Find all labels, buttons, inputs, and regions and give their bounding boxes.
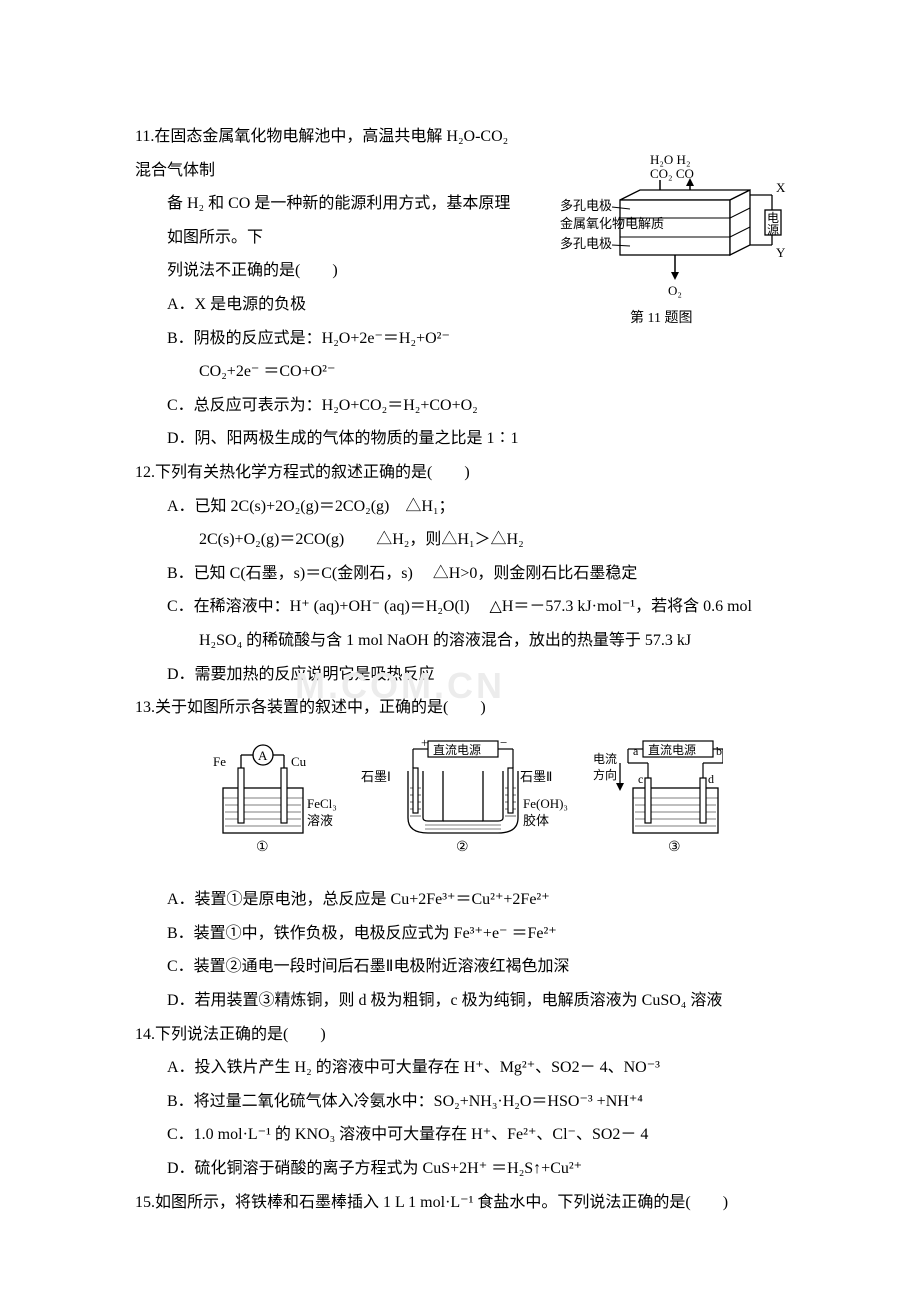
svg-text:+: + — [421, 735, 428, 750]
question-11: H₂O H₂ CO₂ CO — [135, 120, 790, 456]
q12-option-c-line2: H₂SO₄ 的稀硫酸与含 1 mol NaOH 的溶液混合，放出的热量等于 57… — [135, 624, 790, 658]
fig13-ammeter: A — [258, 748, 268, 763]
q11-stem-line-1: 在固态金属氧化物电解池中，高温共电解 H₂O-CO₂ 混合气体制 — [135, 128, 508, 179]
fig13-colloid: 胶体 — [523, 813, 549, 828]
fig13-num3: ③ — [668, 840, 681, 855]
q12-option-c-line1: C．在稀溶液中：H⁺ (aq)+OH⁻ (aq)＝H₂O(l) △H＝－57.3… — [135, 590, 790, 624]
q14-option-b: B．将过量二氧化硫气体入冷氨水中：SO₂+NH₃·H₂O＝HSO⁻³ +NH⁺⁴ — [135, 1085, 790, 1119]
q14-option-d: D．硫化铜溶于硝酸的离子方程式为 CuS+2H⁺ ＝H₂S↑+Cu²⁺ — [135, 1152, 790, 1186]
fig13-g1: 石墨Ⅰ — [361, 769, 391, 784]
q14-option-a: A．投入铁片产生 H₂ 的溶液中可大量存在 H⁺、Mg²⁺、SO2－ 4、NO⁻… — [135, 1051, 790, 1085]
q11-option-d: D．阴、阳两极生成的气体的物质的量之比是 1∶1 — [135, 422, 790, 456]
question-14: 14.下列说法正确的是( ) A．投入铁片产生 H₂ 的溶液中可大量存在 H⁺、… — [135, 1018, 790, 1186]
q14-option-c: C．1.0 mol·L⁻¹ 的 KNO₃ 溶液中可大量存在 H⁺、Fe²⁺、Cl… — [135, 1118, 790, 1152]
q13-option-a: A．装置①是原电池，总反应是 Cu+2Fe³⁺＝Cu²⁺+2Fe²⁺ — [135, 883, 790, 917]
q14-number: 14. — [135, 1026, 155, 1043]
fig11-top1: H₂O H₂ — [650, 152, 690, 167]
q11-stem-line-3: 列说法不正确的是( ) — [135, 254, 525, 288]
q13-option-c: C．装置②通电一段时间后石墨Ⅱ电极附近溶液红褐色加深 — [135, 950, 790, 984]
q15-number: 15. — [135, 1194, 155, 1211]
fig11-caption: 第 11 题图 — [630, 309, 692, 326]
svg-text:−: − — [500, 735, 507, 750]
fig13-sol-1: 溶液 — [307, 813, 333, 828]
q11-stem-line-2: 备 H₂ 和 CO 是一种新的能源利用方式，基本原理如图所示。下 — [135, 187, 525, 254]
fig13-fe: Fe — [213, 754, 226, 769]
fig13-num1: ① — [256, 840, 269, 855]
q13-figure: A Fe Cu FeCl₃ 溶液 ① 直流电源 + − — [135, 733, 790, 876]
svg-text:源: 源 — [767, 223, 779, 237]
q11-figure: H₂O H₂ CO₂ CO — [560, 150, 790, 363]
fig13-g2: 石墨Ⅱ — [520, 769, 552, 784]
q11-option-c: C．总反应可表示为：H₂O+CO₂＝H₂+CO+O₂ — [135, 389, 790, 423]
fig13-flow2: 方向 — [593, 767, 617, 782]
q12-option-b: B．已知 C(石墨，s)＝C(金刚石，s) △H>0，则金刚石比石墨稳定 — [135, 557, 790, 591]
q13-number: 13. — [135, 699, 155, 716]
question-12: 12.下列有关热化学方程式的叙述正确的是( ) A．已知 2C(s)+2O₂(g… — [135, 456, 790, 691]
fig13-dc-3: 直流电源 — [648, 743, 696, 757]
q13-stem: 关于如图所示各装置的叙述中，正确的是( ) — [155, 699, 486, 716]
question-15: 15.如图所示，将铁棒和石墨棒插入 1 L 1 mol·L⁻¹ 食盐水中。下列说… — [135, 1186, 790, 1220]
q12-stem: 下列有关热化学方程式的叙述正确的是( ) — [155, 464, 470, 481]
fig13-lab-c: c — [638, 772, 643, 786]
fig13-dc-2: 直流电源 — [433, 743, 481, 757]
q12-option-a-line2: 2C(s)+O₂(g)＝2CO(g) △H₂，则△H₁＞△H₂ — [135, 523, 790, 557]
fig13-cu: Cu — [291, 754, 307, 769]
q12-option-d: D．需要加热的反应说明它是吸热反应 — [135, 658, 790, 692]
q14-stem: 下列说法正确的是( ) — [155, 1026, 326, 1043]
fig11-o2: O₂ — [668, 283, 682, 298]
fig11-porous1: 多孔电极 — [560, 198, 612, 213]
fig11-y: Y — [776, 245, 786, 260]
fig13-num2: ② — [456, 840, 469, 855]
fig11-porous2: 多孔电极 — [560, 236, 612, 251]
fig13-lab-b: b — [716, 744, 722, 758]
fig13-lab-d: d — [708, 772, 714, 786]
question-13: 13.关于如图所示各装置的叙述中，正确的是( ) — [135, 691, 790, 1018]
fig13-feoh3: Fe(OH)₃ — [523, 796, 568, 811]
fig13-lab-a: a — [633, 744, 639, 758]
q11-number: 11. — [135, 128, 154, 145]
fig13-flow1: 电流 — [593, 752, 617, 766]
q15-stem: 如图所示，将铁棒和石墨棒插入 1 L 1 mol·L⁻¹ 食盐水中。下列说法正确… — [155, 1194, 728, 1211]
q12-number: 12. — [135, 464, 155, 481]
fig11-x: X — [776, 180, 786, 195]
fig11-top2: CO₂ CO — [650, 166, 694, 181]
q13-option-d: D．若用装置③精炼铜，则 d 极为粗铜，c 极为纯铜，电解质溶液为 CuSO₄ … — [135, 984, 790, 1018]
q12-option-a-line1: A．已知 2C(s)+2O₂(g)＝2CO₂(g) △H₁； — [135, 490, 790, 524]
q13-option-b: B．装置①中，铁作负极，电极反应式为 Fe³⁺+e⁻ ＝Fe²⁺ — [135, 917, 790, 951]
fig13-fecl3: FeCl₃ — [307, 796, 337, 811]
fig11-electrolyte: 金属氧化物电解质 — [560, 216, 664, 231]
